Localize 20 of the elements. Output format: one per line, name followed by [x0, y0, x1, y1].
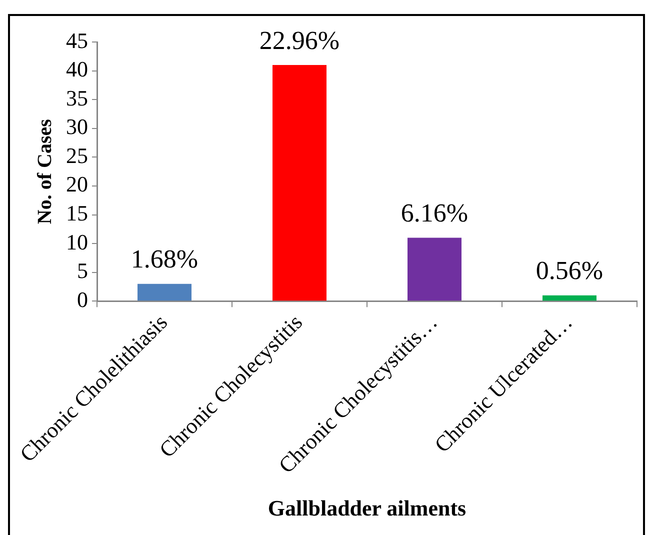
bar: [272, 65, 326, 301]
x-axis-title: Gallbladder ailments: [268, 495, 467, 520]
annotation: 0.56%: [536, 256, 604, 286]
y-axis-title: No. of Cases: [34, 118, 56, 224]
y-tick-label: 5: [77, 258, 88, 284]
y-tick-label: 25: [66, 142, 88, 168]
annotation: 6.16%: [400, 198, 468, 228]
y-tick-label: 10: [66, 229, 88, 254]
y-tick-label: 20: [66, 172, 88, 197]
y-tick-label: 0: [77, 286, 88, 312]
annotation: 1.68%: [130, 244, 198, 274]
y-tick-label: 30: [66, 114, 88, 140]
y-tick-label: 45: [66, 28, 88, 53]
annotation: 22.96%: [259, 26, 340, 55]
bar: [542, 295, 596, 301]
y-tick-label: 15: [66, 200, 88, 226]
y-tick-label: 40: [66, 56, 88, 82]
y-tick-label: 35: [66, 85, 88, 110]
bar: [408, 238, 462, 301]
bar: [138, 284, 192, 301]
